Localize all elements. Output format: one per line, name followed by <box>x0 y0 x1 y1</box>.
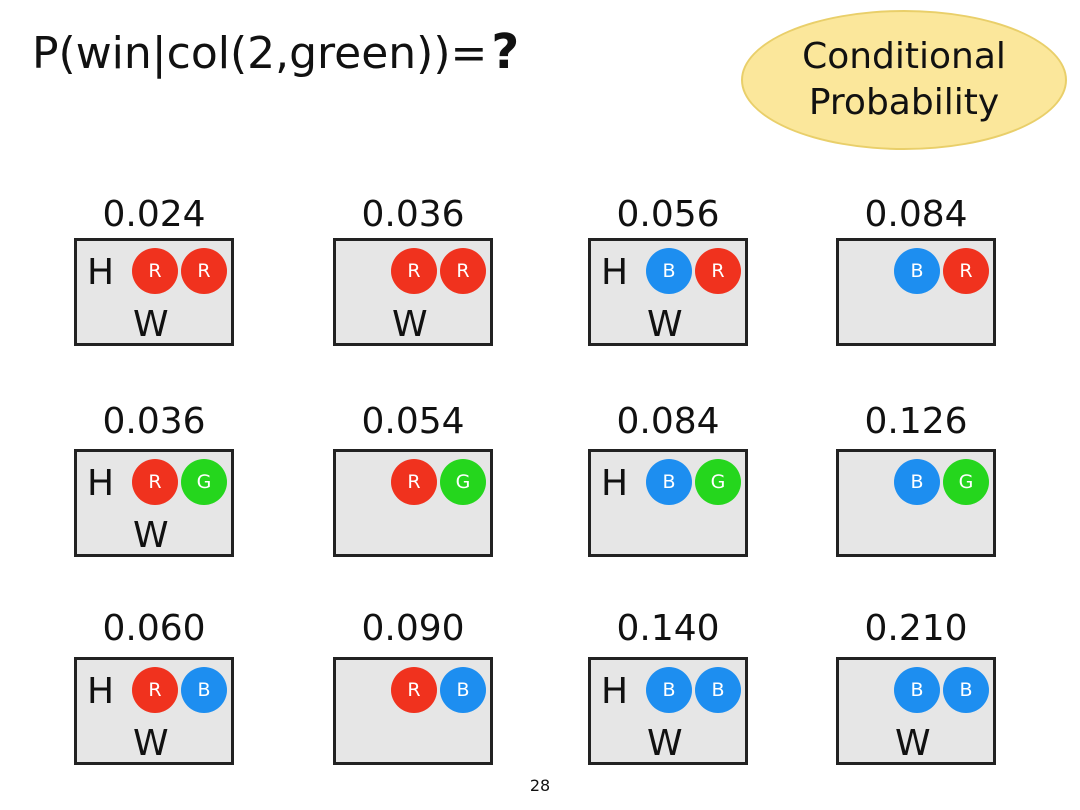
w-label: W <box>133 723 169 764</box>
w-label: W <box>647 304 683 345</box>
blue-ball: B <box>440 667 486 713</box>
red-ball: R <box>132 248 178 294</box>
probability-label: 0.140 <box>616 608 720 649</box>
title-formula: P(win|col(2,green))= <box>32 28 488 79</box>
h-label: H <box>601 671 629 712</box>
red-ball: R <box>440 248 486 294</box>
red-ball: R <box>181 248 227 294</box>
probability-label: 0.060 <box>102 608 206 649</box>
h-label: H <box>601 252 629 293</box>
green-ball: G <box>695 459 741 505</box>
h-label: H <box>87 252 115 293</box>
probability-label: 0.084 <box>616 401 720 442</box>
blue-ball: B <box>181 667 227 713</box>
probability-label: 0.126 <box>864 401 968 442</box>
w-label: W <box>647 723 683 764</box>
red-ball: R <box>695 248 741 294</box>
conditional-probability-badge: Conditional Probability <box>741 10 1067 150</box>
blue-ball: B <box>943 667 989 713</box>
green-ball: G <box>943 459 989 505</box>
red-ball: R <box>132 459 178 505</box>
blue-ball: B <box>894 248 940 294</box>
probability-label: 0.210 <box>864 608 968 649</box>
title-question-mark: ? <box>491 24 520 80</box>
blue-ball: B <box>695 667 741 713</box>
slide-title: P(win|col(2,green))=? <box>32 24 519 82</box>
probability-label: 0.056 <box>616 194 720 235</box>
w-label: W <box>133 304 169 345</box>
blue-ball: B <box>646 248 692 294</box>
probability-label: 0.036 <box>102 401 206 442</box>
probability-label: 0.084 <box>864 194 968 235</box>
w-label: W <box>392 304 428 345</box>
blue-ball: B <box>894 667 940 713</box>
h-label: H <box>87 671 115 712</box>
blue-ball: B <box>894 459 940 505</box>
red-ball: R <box>391 667 437 713</box>
red-ball: R <box>391 248 437 294</box>
probability-label: 0.090 <box>361 608 465 649</box>
red-ball: R <box>943 248 989 294</box>
w-label: W <box>895 723 931 764</box>
badge-line-1: Conditional <box>802 36 1006 77</box>
red-ball: R <box>391 459 437 505</box>
green-ball: G <box>181 459 227 505</box>
h-label: H <box>87 463 115 504</box>
red-ball: R <box>132 667 178 713</box>
probability-label: 0.054 <box>361 401 465 442</box>
w-label: W <box>133 515 169 556</box>
h-label: H <box>601 463 629 504</box>
badge-line-2: Probability <box>808 82 1000 123</box>
blue-ball: B <box>646 459 692 505</box>
probability-label: 0.024 <box>102 194 206 235</box>
blue-ball: B <box>646 667 692 713</box>
page-number: 28 <box>529 776 551 795</box>
probability-label: 0.036 <box>361 194 465 235</box>
green-ball: G <box>440 459 486 505</box>
